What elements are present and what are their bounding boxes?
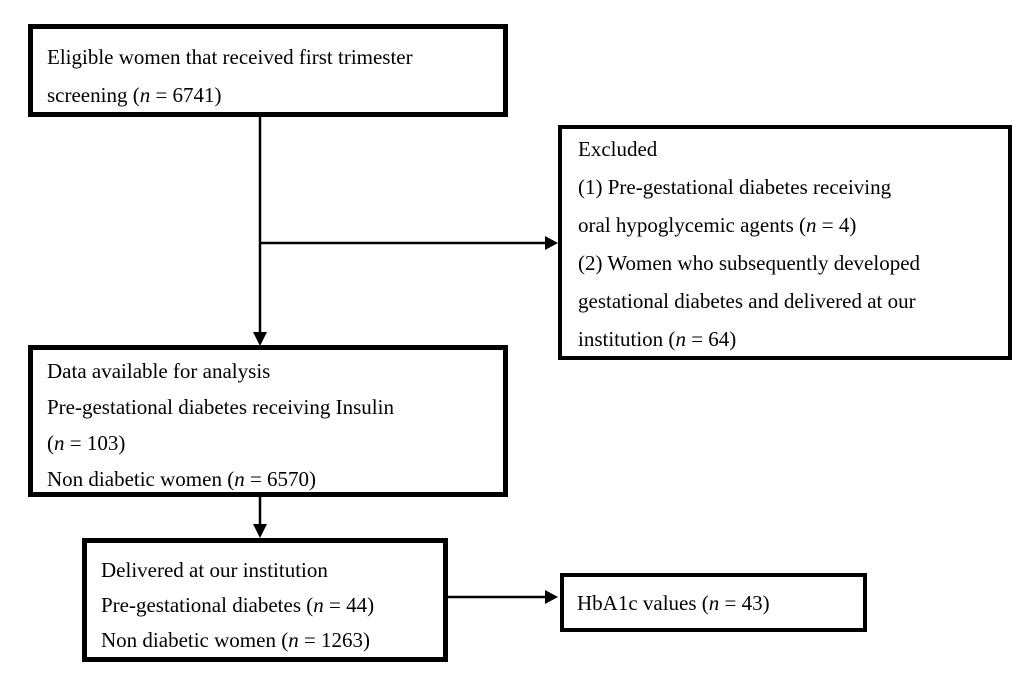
arrowhead-right-icon bbox=[545, 236, 558, 250]
connector-delivered-to-hba1c bbox=[446, 590, 558, 604]
text-line: Delivered at our institution bbox=[101, 558, 328, 582]
box-excluded: Excluded (1) Pre-gestational diabetes rec… bbox=[558, 125, 1012, 360]
box-delivered-at-institution: Delivered at our institution Pre-gestatio… bbox=[82, 538, 448, 662]
text-line: Excluded bbox=[578, 137, 658, 161]
text-line: institution (n = 64) bbox=[578, 327, 737, 351]
arrowhead-down-icon bbox=[253, 524, 267, 538]
connector-eligible-to-analysis bbox=[253, 117, 267, 346]
box-eligible-screening: Eligible women that received first trime… bbox=[28, 24, 508, 117]
text-line: (n = 103) bbox=[47, 431, 126, 455]
text-line: Data available for analysis bbox=[47, 359, 271, 383]
text-line: Pre-gestational diabetes receiving Insul… bbox=[47, 395, 394, 419]
text-line: oral hypoglycemic agents (n = 4) bbox=[578, 213, 857, 237]
box-data-available-for-analysis: Data available for analysis Pre-gestation… bbox=[28, 345, 508, 497]
arrowhead-right-icon bbox=[545, 590, 558, 604]
text-line: (1) Pre-gestational diabetes receiving bbox=[578, 175, 892, 199]
text-line: screening (n = 6741) bbox=[47, 83, 222, 107]
text-line: Non diabetic women (n = 6570) bbox=[47, 467, 317, 491]
text-line: Eligible women that received first trime… bbox=[47, 45, 413, 69]
text-line: (2) Women who subsequently developed bbox=[578, 251, 921, 275]
connector-analysis-to-delivered bbox=[253, 497, 267, 538]
arrowhead-down-icon bbox=[253, 332, 267, 346]
box-hba1c-values: HbA1c values (n = 43) bbox=[560, 573, 867, 632]
text-line: Non diabetic women (n = 1263) bbox=[101, 628, 371, 652]
text-line: gestational diabetes and delivered at ou… bbox=[578, 289, 916, 313]
text-line: HbA1c values (n = 43) bbox=[577, 590, 770, 615]
connector-branch-to-excluded bbox=[260, 236, 558, 250]
text-line: Pre-gestational diabetes (n = 44) bbox=[101, 593, 375, 617]
